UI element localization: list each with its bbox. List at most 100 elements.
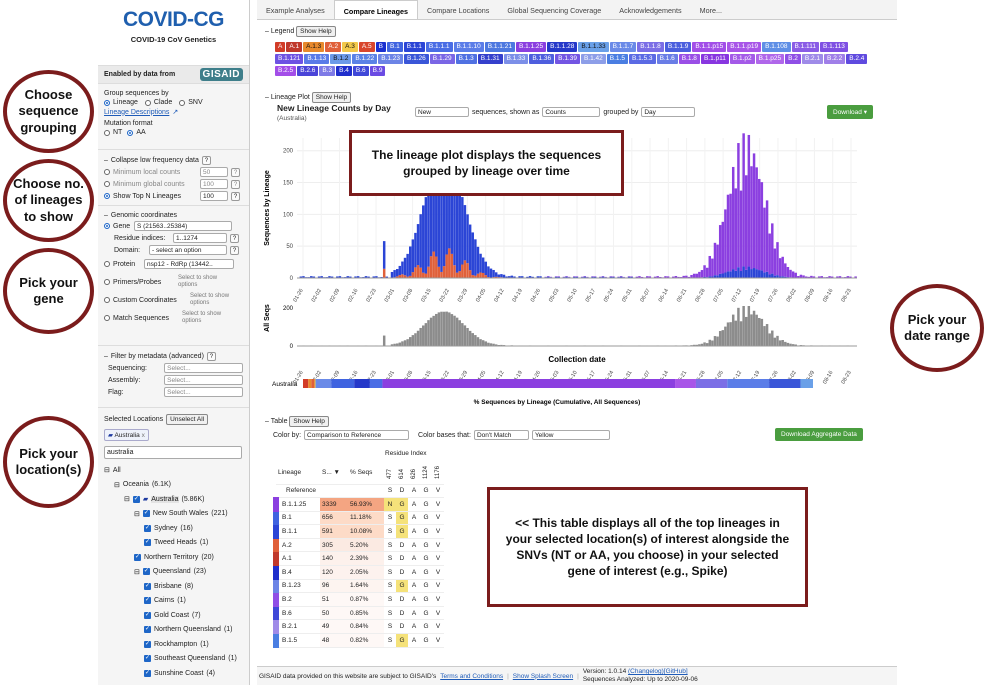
lineage-bar[interactable] (411, 239, 415, 273)
domain-help-button[interactable]: ? (230, 245, 239, 255)
table-help-button[interactable]: Show Help (289, 416, 329, 427)
lineage-bar[interactable] (487, 266, 490, 278)
lineage-bar[interactable] (398, 275, 402, 278)
min-local-input[interactable]: 50 (200, 167, 228, 177)
lineage-bar[interactable] (635, 276, 639, 278)
legend-help-button[interactable]: Show Help (296, 26, 336, 37)
table-row[interactable]: B.1 656 11.18% S G A G V (273, 511, 444, 526)
location-tree-item[interactable]: ⊟ ✓ ▰ Australia (5.86K) (104, 492, 243, 507)
all-seqs-bar[interactable] (481, 340, 485, 346)
lineage-bar[interactable] (401, 274, 404, 278)
lineage-bar[interactable] (742, 133, 745, 267)
lineage-bar[interactable] (758, 178, 761, 271)
legend-item[interactable]: B.1.1.10 (453, 42, 484, 52)
lineage-bar[interactable] (734, 188, 738, 271)
lineage-bar[interactable] (427, 266, 430, 278)
plot-collapse-icon[interactable]: – (265, 94, 269, 101)
lineage-bar[interactable] (763, 207, 766, 273)
lineage-bar[interactable] (721, 273, 725, 278)
col-count[interactable]: S... ▼ (320, 462, 348, 485)
lineage-bar[interactable] (310, 276, 313, 278)
all-seqs-bar[interactable] (445, 311, 448, 346)
legend-item[interactable]: B.1.1.33 (578, 42, 609, 52)
all-seqs-bar[interactable] (750, 314, 753, 346)
lineage-bar[interactable] (781, 276, 784, 278)
lineage-bar[interactable] (789, 269, 792, 278)
filter-toggle-icon[interactable]: – (104, 353, 108, 360)
color-bases-select[interactable]: Don't Match (473, 430, 529, 440)
all-seqs-bar[interactable] (494, 344, 498, 346)
lineage-bar[interactable] (510, 275, 514, 278)
lineage-bar[interactable] (453, 265, 456, 278)
all-seqs-bar[interactable] (773, 337, 777, 346)
legend-item[interactable]: B.3 (319, 66, 336, 76)
legend-item[interactable]: B.1.8 (678, 54, 700, 64)
lineage-bar[interactable] (817, 276, 821, 278)
checkbox-icon[interactable]: ✓ (132, 495, 140, 503)
assembly-filter-select[interactable]: Select... (164, 375, 243, 385)
residue-input[interactable]: 1..1274 (173, 233, 227, 243)
min-global-radio[interactable] (104, 181, 110, 187)
lineage-bar[interactable] (385, 276, 389, 278)
lineage-bar[interactable] (773, 275, 777, 278)
legend-item[interactable]: B.1.1.21 (484, 42, 515, 52)
legend-item[interactable]: B.1.108 (762, 42, 791, 52)
all-seqs-bar[interactable] (500, 344, 503, 346)
all-seqs-bar[interactable] (463, 325, 467, 346)
lineage-bar[interactable] (703, 276, 706, 278)
lineage-bar[interactable] (750, 166, 753, 270)
lineage-bar[interactable] (849, 276, 852, 278)
all-seqs-bar[interactable] (708, 339, 712, 346)
lineage-bar[interactable] (771, 273, 774, 278)
lineage-bar[interactable] (656, 276, 659, 278)
all-seqs-bar[interactable] (450, 314, 454, 346)
protein-select[interactable]: nsp12 - RdRp (13442.. (144, 259, 234, 269)
location-tree-item[interactable]: ✓ Cairns (1) (104, 594, 243, 609)
lineage-bar[interactable] (422, 272, 425, 278)
splash-screen-link[interactable]: Show Splash Screen (512, 672, 574, 680)
new-cumulative-select[interactable]: New (415, 107, 469, 117)
legend-item[interactable]: A.3 (342, 42, 358, 52)
all-seqs-bar[interactable] (440, 311, 443, 346)
lineage-bar[interactable] (648, 276, 652, 278)
lineage-bar[interactable] (573, 276, 576, 277)
legend-item[interactable]: B.1.6 (656, 54, 678, 64)
github-link[interactable]: [GitHub] (663, 668, 688, 675)
tab-acknowledgements[interactable]: Acknowledgements (619, 6, 682, 15)
lineage-bar[interactable] (791, 271, 795, 278)
all-seqs-bar[interactable] (429, 317, 433, 346)
lineage-bar[interactable] (698, 271, 701, 278)
domain-select[interactable]: - select an option (149, 245, 227, 255)
col-position[interactable]: 1124 (420, 462, 432, 485)
location-tree-item[interactable]: ✓ Rockhampton (1) (104, 637, 243, 652)
col-position[interactable]: 626 (408, 462, 420, 485)
lineage-bar[interactable] (302, 276, 305, 278)
legend-item[interactable]: B.1.1.28 (547, 42, 578, 52)
lineage-bar[interactable] (554, 276, 558, 277)
all-seqs-bar[interactable] (734, 320, 738, 346)
lineage-bar[interactable] (846, 276, 850, 278)
lineage-bar[interactable] (752, 153, 756, 269)
lineage-bar[interactable] (367, 276, 370, 278)
legend-item[interactable]: B.1.5.3 (628, 54, 656, 64)
all-seqs-bar[interactable] (739, 321, 743, 346)
lineage-bar[interactable] (502, 274, 506, 278)
lineage-bar[interactable] (382, 268, 386, 278)
lineage-bar[interactable] (336, 276, 339, 278)
lineage-bar[interactable] (666, 276, 670, 278)
lineage-bar[interactable] (375, 276, 378, 278)
location-tag-remove[interactable]: x (141, 432, 145, 439)
lineage-bar[interactable] (742, 266, 745, 278)
lineage-bar[interactable] (612, 276, 615, 278)
table-row[interactable]: B.4 120 2.05% S D A G V (273, 565, 444, 580)
lineage-bar[interactable] (630, 276, 633, 278)
gene-select[interactable]: S (21563..25384) (134, 221, 232, 231)
lineage-bar[interactable] (409, 246, 412, 276)
legend-item[interactable]: B.9 (369, 66, 386, 76)
lineage-bar[interactable] (627, 276, 631, 278)
lineage-bar[interactable] (718, 273, 722, 278)
lineage-bar[interactable] (419, 214, 422, 268)
legend-item[interactable]: B.1.1 (403, 42, 425, 52)
lineage-bar[interactable] (453, 171, 456, 266)
all-seqs-bar[interactable] (403, 340, 407, 346)
